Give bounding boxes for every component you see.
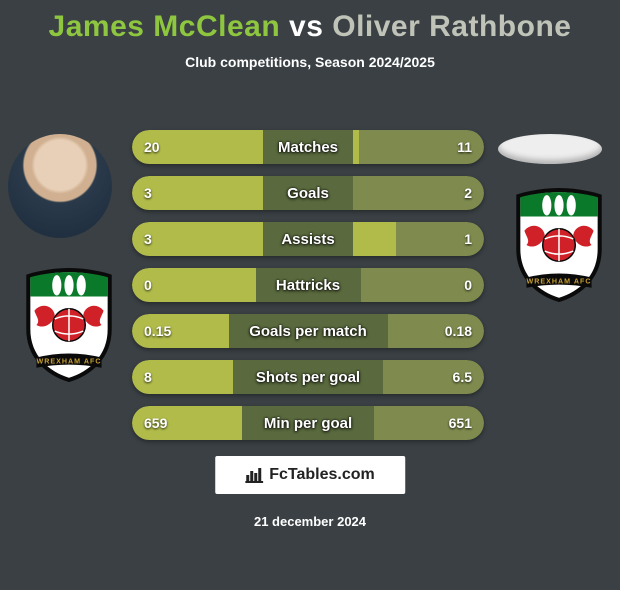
stat-label-strip — [263, 176, 353, 210]
title-word: James — [49, 10, 145, 43]
stat-row: Assists31 — [132, 222, 484, 256]
stat-row: Min per goal659651 — [132, 406, 484, 440]
stat-label-strip — [256, 268, 361, 302]
stat-row: Matches2011 — [132, 130, 484, 164]
stat-bar-right — [396, 222, 484, 256]
title-word: Rathbone — [429, 10, 571, 43]
title-word: McClean — [153, 10, 280, 43]
footer-date: 21 december 2024 — [0, 514, 620, 529]
title-word: Oliver — [332, 10, 420, 43]
title-word: vs — [289, 10, 323, 43]
stat-row: Shots per goal86.5 — [132, 360, 484, 394]
stat-label-strip — [229, 314, 388, 348]
stat-bar-right — [343, 176, 484, 210]
svg-text:WREXHAM AFC: WREXHAM AFC — [526, 278, 591, 286]
subtitle: Club competitions, Season 2024/2025 — [0, 54, 620, 70]
brand-text: FcTables.com — [269, 466, 375, 484]
stats-chart: Matches2011 Goals32 Assists31 Hattricks00 Go… — [132, 130, 484, 452]
brand-badge: FcTables.com — [215, 456, 405, 494]
stat-label-strip — [233, 360, 383, 394]
stat-label-strip — [263, 130, 353, 164]
page-title: James McClean vs Oliver Rathbone — [0, 10, 620, 44]
stat-bar-right — [359, 130, 484, 164]
club-crest-right: WREXHAM AFC — [508, 186, 610, 304]
stat-row: Goals32 — [132, 176, 484, 210]
stat-label-strip — [263, 222, 353, 256]
player-left-photo — [8, 134, 112, 238]
player-right-photo — [498, 134, 602, 164]
svg-text:WREXHAM AFC: WREXHAM AFC — [36, 358, 101, 366]
stat-row: Goals per match0.150.18 — [132, 314, 484, 348]
stat-row: Hattricks00 — [132, 268, 484, 302]
stat-label-strip — [242, 406, 374, 440]
club-crest-left: WREXHAM AFC — [18, 266, 120, 384]
chart-icon — [245, 467, 263, 483]
